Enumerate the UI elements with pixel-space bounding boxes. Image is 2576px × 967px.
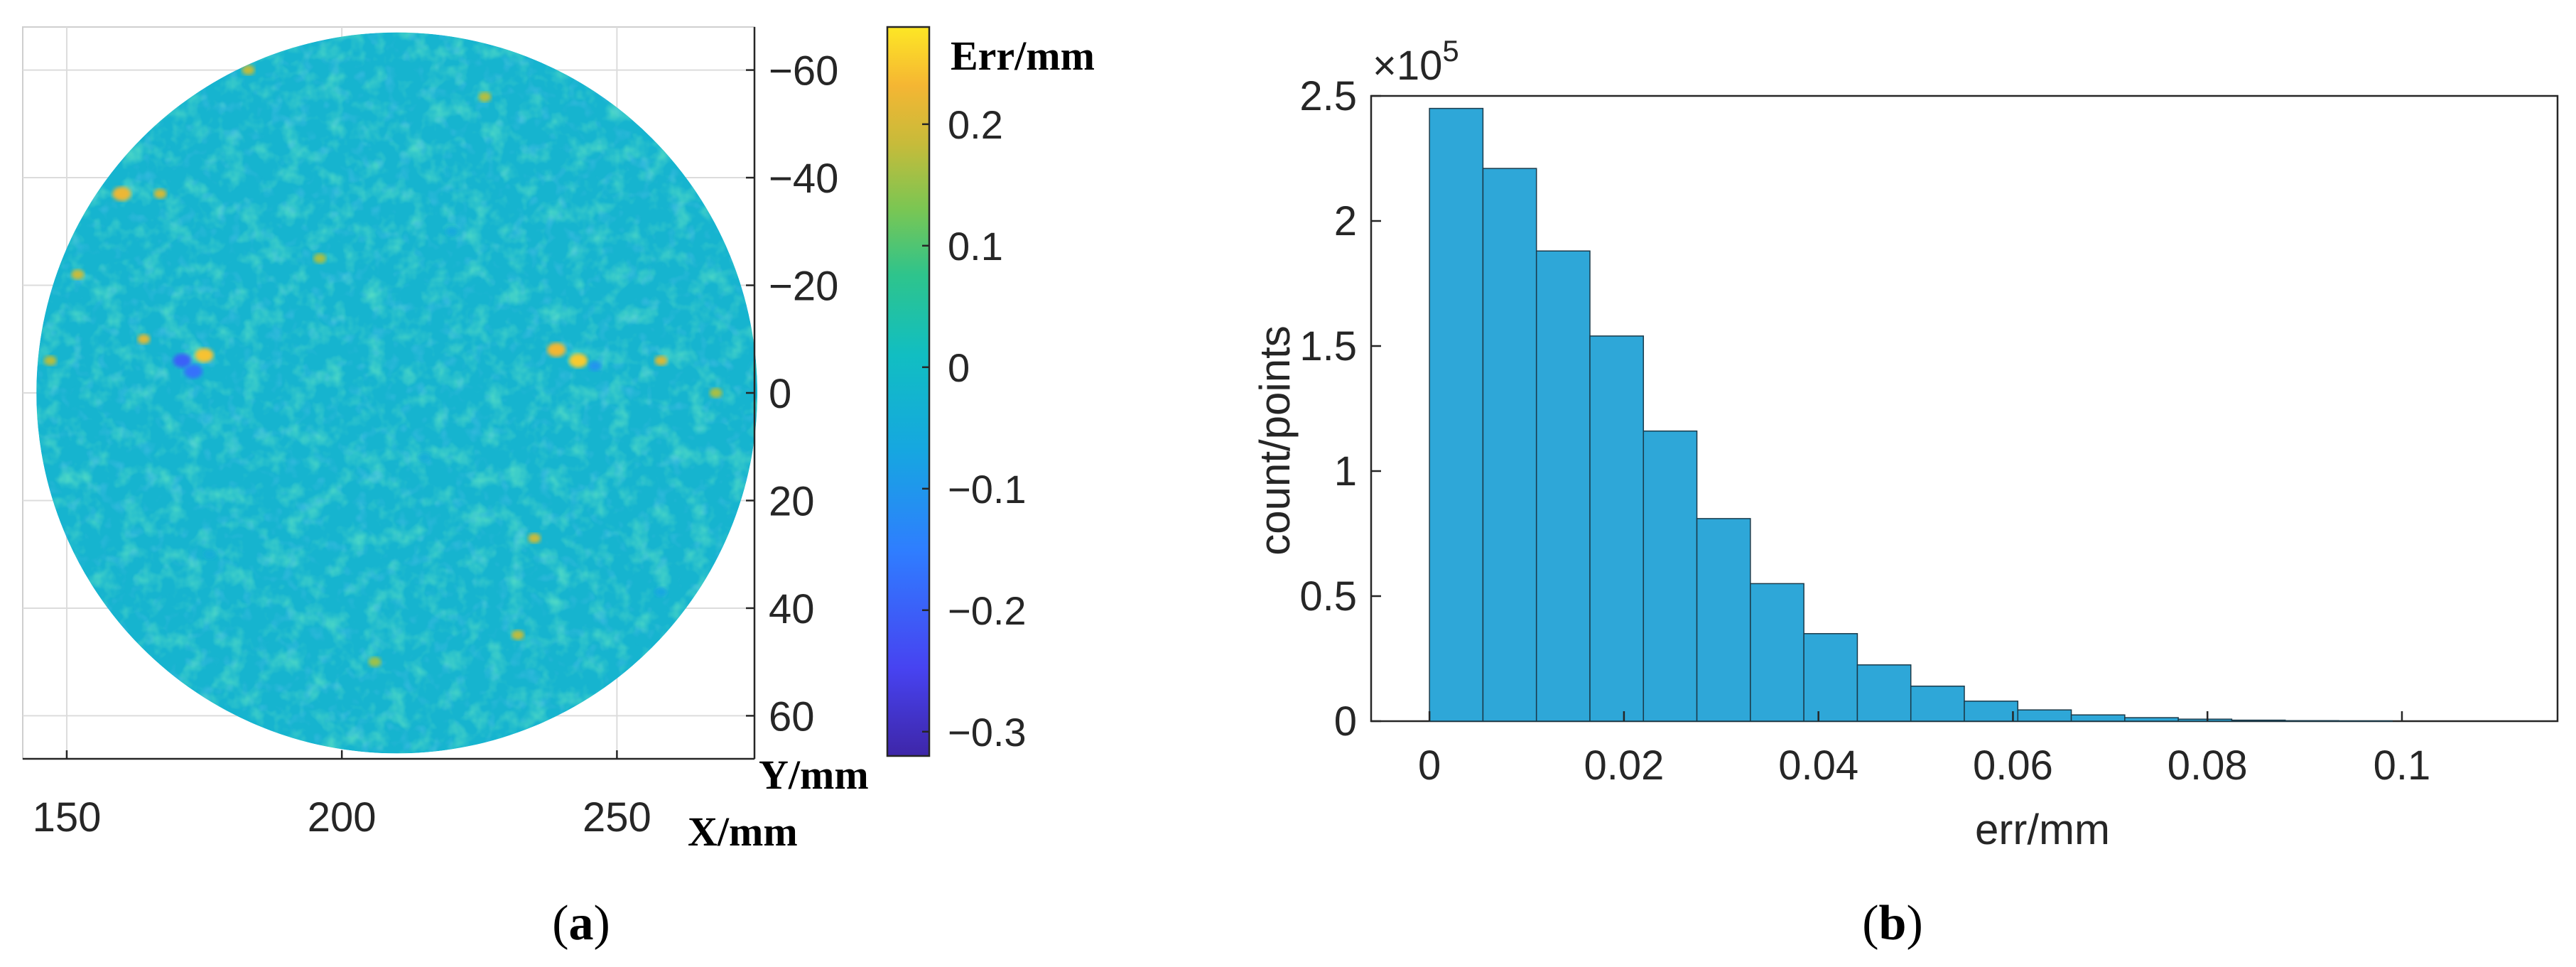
y-tick-label: −40: [769, 156, 838, 202]
error-hotspot: [203, 549, 217, 560]
error-hotspot: [418, 452, 431, 463]
histogram-bar: [1535, 250, 1591, 722]
colorbar-tick-label: 0.1: [948, 224, 1003, 269]
heatmap-y-label: Y/mm: [759, 752, 869, 798]
histogram-bar: [2284, 720, 2339, 722]
error-hotspot: [478, 92, 492, 102]
y-multiplier-base: ×10: [1373, 43, 1442, 89]
error-hotspot: [137, 334, 151, 345]
x-tick-label: 0: [1418, 742, 1441, 789]
histogram-x-label: err/mm: [1975, 806, 2110, 853]
error-hotspot: [195, 347, 214, 362]
histogram-bar: [2070, 714, 2126, 722]
colorbar-tick-label: 0: [948, 345, 970, 390]
colorbar-tick-label: 0.2: [948, 102, 1003, 147]
error-hotspot: [71, 269, 85, 280]
error-hotspot: [569, 353, 588, 368]
y-tick-label: 1: [1334, 448, 1357, 495]
error-hotspot: [43, 355, 57, 366]
paren-open: (: [552, 896, 568, 951]
error-map-texture-blue: [36, 32, 758, 754]
error-hotspot: [654, 587, 668, 598]
histogram-bars: [1429, 107, 2393, 722]
histogram-bar: [1482, 168, 1537, 722]
histogram-bar: [2231, 719, 2286, 722]
x-tick-label: 150: [33, 794, 102, 841]
error-hotspot: [511, 630, 524, 640]
y-tick-label: 40: [769, 586, 815, 632]
error-hotspot: [184, 364, 203, 379]
y-multiplier: ×105: [1373, 34, 1459, 89]
histogram-bar: [1696, 518, 1751, 722]
error-hotspot: [173, 353, 192, 368]
error-hotspot: [112, 186, 131, 201]
colorbar-tick-label: −0.1: [948, 467, 1027, 512]
histogram-x-ticks: 0 0.02 0.04 0.06 0.08 0.1: [1418, 711, 2430, 789]
x-tick-label: 0.1: [2374, 742, 2431, 789]
histogram-bar: [2177, 718, 2233, 722]
histogram-bar: [1964, 701, 2019, 722]
heatmap-x-ticks: 150 200 250: [33, 750, 651, 841]
paren-close: ): [594, 896, 610, 951]
panel-a-caption: (a): [552, 896, 610, 951]
panel-a-heatmap: 150 200 250 −60 −40 −20 0 20 40 60 0.2 0.1 0 −0.1 −0…: [22, 26, 1095, 951]
x-tick-label: 0.04: [1778, 742, 1858, 789]
x-tick-label: 200: [308, 794, 377, 841]
x-tick-label: 0.08: [2168, 742, 2248, 789]
error-hotspot: [709, 388, 723, 398]
histogram-bar: [1589, 335, 1645, 722]
colorbar-label: Err/mm: [951, 33, 1095, 79]
y-multiplier-exponent: 5: [1442, 34, 1459, 67]
y-tick-label: 2.5: [1299, 73, 1357, 119]
panel-b-histogram: 0 0.02 0.04 0.06 0.08 0.1 0 0.5 1 1.5 2 2.5 ×105 e…: [1251, 34, 2559, 951]
histogram-y-label: count/points: [1251, 325, 1299, 556]
histogram-bar: [1429, 107, 1484, 722]
panel-a-label: a: [569, 896, 594, 951]
histogram-y-ticks: 0 0.5 1 1.5 2 2.5: [1299, 73, 1381, 745]
heatmap-y-ticks: −60 −40 −20 0 20 40 60: [746, 48, 838, 740]
y-tick-label: 2: [1334, 198, 1357, 244]
y-tick-label: −60: [769, 48, 838, 94]
x-tick-label: 0.02: [1584, 742, 1664, 789]
histogram-bar: [1643, 430, 1698, 722]
histogram-bar: [1750, 583, 1804, 722]
colorbar-tick-label: −0.2: [948, 588, 1027, 633]
y-tick-label: 0: [1334, 698, 1357, 745]
panel-b-caption: (b): [1862, 896, 1923, 951]
y-tick-label: −20: [769, 264, 838, 310]
histogram-bar: [1910, 685, 1965, 722]
colorbar: [886, 26, 931, 757]
colorbar-tick-label: −0.3: [948, 710, 1027, 755]
heatmap-x-label: X/mm: [688, 809, 798, 855]
y-tick-label: 60: [769, 693, 815, 740]
error-hotspots: [43, 65, 723, 667]
paren-open: (: [1862, 896, 1878, 951]
y-tick-label: 0: [769, 371, 791, 417]
error-hotspot: [445, 226, 459, 237]
y-tick-label: 1.5: [1299, 323, 1357, 369]
error-hotspot: [654, 355, 668, 366]
error-hotspot: [153, 188, 167, 199]
x-tick-label: 0.06: [1973, 742, 2053, 789]
histogram-bar: [1856, 664, 1912, 722]
error-hotspot: [313, 253, 327, 264]
histogram-bar: [1803, 633, 1858, 722]
error-hotspot: [528, 533, 541, 544]
panel-b-label: b: [1879, 896, 1907, 951]
colorbar-ticks: 0.2 0.1 0 −0.1 −0.2 −0.3: [922, 102, 1027, 755]
x-tick-label: 250: [583, 794, 651, 841]
error-hotspot: [368, 657, 381, 667]
histogram-bar: [2124, 717, 2179, 722]
paren-close: ): [1906, 896, 1922, 951]
error-map-disk: [36, 32, 758, 754]
y-tick-label: 0.5: [1299, 573, 1357, 620]
y-tick-label: 20: [769, 478, 815, 524]
error-hotspot: [588, 361, 602, 372]
error-hotspot: [242, 65, 255, 75]
histogram-bar: [2017, 709, 2072, 722]
error-hotspot: [547, 342, 566, 357]
